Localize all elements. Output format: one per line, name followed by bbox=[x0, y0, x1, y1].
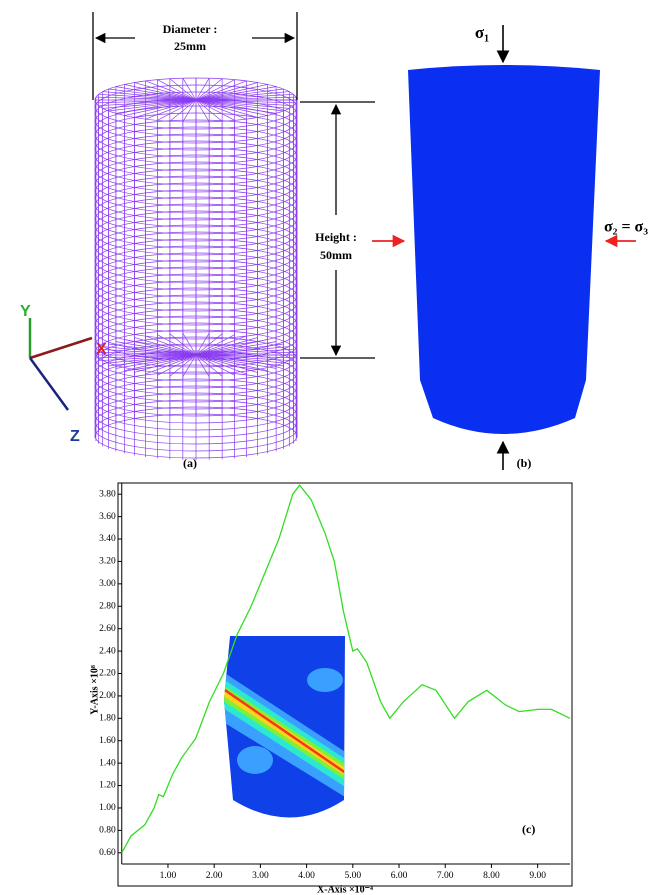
chart-frame bbox=[118, 483, 572, 886]
x-tick-label: 2.00 bbox=[206, 871, 223, 881]
mesh-cylinder bbox=[95, 78, 297, 460]
caption-c: (c) bbox=[522, 822, 535, 836]
height-label: Height : bbox=[315, 230, 357, 244]
y-tick-label: 3.60 bbox=[99, 512, 116, 522]
y-tick-label: 0.80 bbox=[99, 826, 116, 836]
x-tick-label: 5.00 bbox=[344, 871, 361, 881]
contour-inset bbox=[220, 630, 350, 840]
blue-cylinder bbox=[408, 65, 600, 434]
figure: Diameter : 25mm Height : 50mm Y X Z (a) … bbox=[0, 0, 666, 895]
y-tick-label: 2.80 bbox=[99, 601, 116, 611]
y-tick-label: 1.00 bbox=[99, 803, 116, 813]
axis-y-label: Y bbox=[20, 303, 31, 320]
y-tick-label: 2.20 bbox=[99, 669, 116, 679]
y-tick-label: 3.80 bbox=[99, 489, 116, 499]
height-value: 50mm bbox=[320, 248, 352, 262]
sigma23: σ₂ = σ₃ bbox=[604, 219, 648, 236]
caption-b: (b) bbox=[517, 456, 532, 470]
sigma1: σ₁ bbox=[475, 23, 489, 42]
y-tick-label: 3.00 bbox=[99, 579, 116, 589]
x-tick-label: 9.00 bbox=[529, 871, 546, 881]
data-line bbox=[122, 485, 570, 853]
x-tick-label: 4.00 bbox=[298, 871, 315, 881]
y-tick-label: 1.20 bbox=[99, 781, 116, 791]
caption-a: (a) bbox=[183, 456, 197, 470]
y-tick-label: 2.60 bbox=[99, 624, 116, 634]
y-tick-label: 1.80 bbox=[99, 714, 116, 724]
axis-z-label: Z bbox=[70, 428, 80, 445]
axis-triad bbox=[30, 318, 92, 410]
x-tick-label: 8.00 bbox=[483, 871, 500, 881]
axis-x-label: X bbox=[96, 341, 107, 358]
x-tick-label: 1.00 bbox=[160, 871, 177, 881]
y-tick-label: 2.40 bbox=[99, 646, 116, 656]
diameter-label: Diameter : bbox=[163, 22, 218, 36]
y-tick-label: 3.40 bbox=[99, 534, 116, 544]
diameter-value: 25mm bbox=[174, 39, 206, 53]
y-tick-label: 1.60 bbox=[99, 736, 116, 746]
x-axis-label: X-Axis ×10⁻⁴ bbox=[317, 884, 373, 895]
y-tick-label: 3.20 bbox=[99, 557, 116, 567]
x-tick-label: 3.00 bbox=[252, 871, 269, 881]
x-tick-label: 6.00 bbox=[391, 871, 408, 881]
y-tick-label: 0.60 bbox=[99, 848, 116, 858]
y-tick-label: 1.40 bbox=[99, 758, 116, 768]
x-tick-label: 7.00 bbox=[437, 871, 454, 881]
y-tick-label: 2.00 bbox=[99, 691, 116, 701]
